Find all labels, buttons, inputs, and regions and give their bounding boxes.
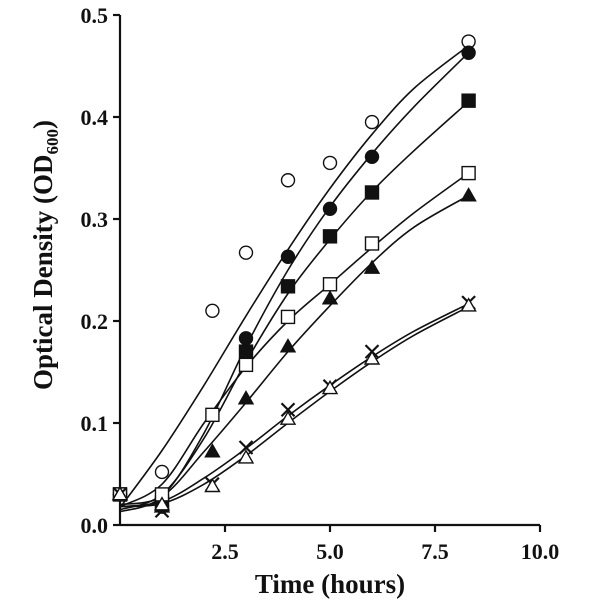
x-tick-label: 10.0 (521, 539, 560, 564)
data-point-square-open (280, 309, 296, 325)
data-point-square-filled (280, 279, 296, 294)
data-point-circle-open (364, 114, 380, 130)
data-point-triangle-filled (237, 390, 255, 405)
y-tick-label: 0.3 (81, 207, 109, 232)
data-point-circle-open (205, 303, 220, 318)
series-triangle-filled (111, 187, 477, 513)
data-point-triangle-open (279, 410, 297, 425)
series-square-filled (112, 93, 476, 510)
data-point-square-filled (322, 229, 338, 244)
y-tick-label: 0.0 (81, 513, 109, 538)
data-point-circle-open (154, 464, 170, 480)
data-point-triangle-open (321, 379, 339, 395)
x-axis-title: Time (hours) (255, 569, 405, 599)
data-point-square-open (322, 277, 338, 292)
tick-labels: 2.5 5.0 7.5 10.0 0.0 0.1 0.2 0.3 0.4 0.5 (81, 3, 560, 564)
x-marker-stroke (280, 402, 296, 418)
data-point-circle-open (238, 245, 254, 260)
y-tick-label: 0.1 (81, 411, 109, 436)
data-point-circle-open (322, 155, 338, 171)
x-tick-label: 7.5 (421, 539, 449, 564)
x-tick-label: 5.0 (316, 539, 344, 564)
data-point-triangle-filled (363, 259, 381, 274)
fit-curves (119, 44, 470, 513)
data-point-triangle-open (111, 485, 129, 501)
y-axis-title-close: ) (28, 120, 58, 129)
data-point-triangle-open (460, 297, 477, 312)
data-point-triangle-open (153, 496, 171, 511)
ticks (113, 13, 542, 532)
x-marker-stroke (238, 440, 254, 455)
data-point-x (280, 402, 296, 418)
x-tick-label: 2.5 (211, 539, 239, 564)
data-point-x (238, 440, 254, 455)
data-point-square-open (238, 357, 254, 373)
data-point-square-open (461, 165, 476, 181)
series-circle-open (112, 34, 476, 502)
fit-curve-square-filled (119, 101, 470, 511)
data-point-circle-filled (364, 149, 380, 164)
y-axis-title-subscript: 600 (43, 129, 62, 155)
data-point-circle-filled (322, 201, 338, 217)
y-axis-title-main: Optical Density (OD (28, 155, 58, 391)
fit-curve-triangle-open (119, 305, 469, 508)
data-point-circle-filled (238, 331, 254, 346)
data-point-triangle-filled (204, 443, 221, 458)
data-point-square-filled (238, 344, 254, 359)
y-tick-label: 0.4 (81, 105, 109, 130)
data-point-triangle-filled (279, 338, 297, 353)
data-point-square-filled (364, 185, 380, 200)
series-square-open (112, 165, 476, 502)
data-point-triangle-filled (321, 290, 339, 305)
data-point-square-filled (461, 93, 476, 108)
data-point-circle-filled (461, 45, 476, 60)
fit-curve-circle-open (119, 44, 470, 509)
series-triangle-open (111, 297, 477, 511)
fit-curve-square-open (119, 172, 470, 508)
axes (118, 15, 540, 527)
data-point-circle-filled (280, 249, 296, 264)
data-point-square-open (364, 236, 380, 251)
data-point-circle-open (280, 173, 296, 188)
y-tick-label: 0.5 (81, 3, 109, 28)
data-point-triangle-open (363, 350, 381, 365)
data-point-triangle-open (237, 449, 255, 464)
y-axis-title: Optical Density (OD600) (28, 120, 62, 390)
data-point-triangle-open (204, 477, 221, 493)
data-point-triangle-filled (460, 187, 477, 202)
y-tick-label: 0.2 (81, 309, 109, 334)
series-x (112, 295, 476, 518)
data-markers (111, 34, 477, 518)
data-point-square-open (205, 407, 220, 423)
